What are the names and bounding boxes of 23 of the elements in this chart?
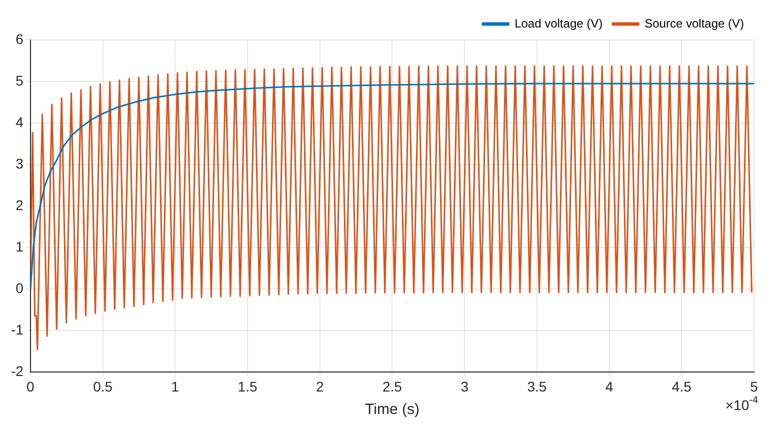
x-tick-label: 2	[316, 378, 324, 394]
y-tick-label: -2	[10, 363, 24, 380]
x-axis-title: Time (s)	[365, 401, 420, 418]
y-tick-label: 4	[16, 114, 24, 130]
x-tick-label: 1.5	[238, 378, 258, 394]
legend-label: Source voltage (V)	[644, 16, 744, 30]
x-tick-label: 0.5	[93, 378, 113, 394]
y-tick-label: 6	[16, 30, 24, 47]
y-tick-label: 0	[16, 280, 24, 296]
x-tick-label: 1	[171, 378, 180, 394]
y-tick-label: -1	[10, 322, 24, 338]
x-tick-label: 2.5	[382, 378, 402, 394]
y-tick-label: 1	[16, 238, 24, 254]
legend-label: Load voltage (V)	[514, 16, 603, 30]
x-tick-label: 4.5	[672, 378, 692, 394]
x-tick-label: 0	[26, 378, 35, 394]
y-tick-label: 5	[16, 72, 24, 88]
x-tick-label: 5	[750, 378, 758, 394]
x-tick-label: 4	[605, 378, 614, 394]
x-tick-label: 3	[460, 378, 469, 394]
y-tick-label: 2	[16, 196, 24, 213]
y-tick-label: 3	[16, 155, 24, 172]
x-tick-label: 3.5	[527, 378, 547, 394]
